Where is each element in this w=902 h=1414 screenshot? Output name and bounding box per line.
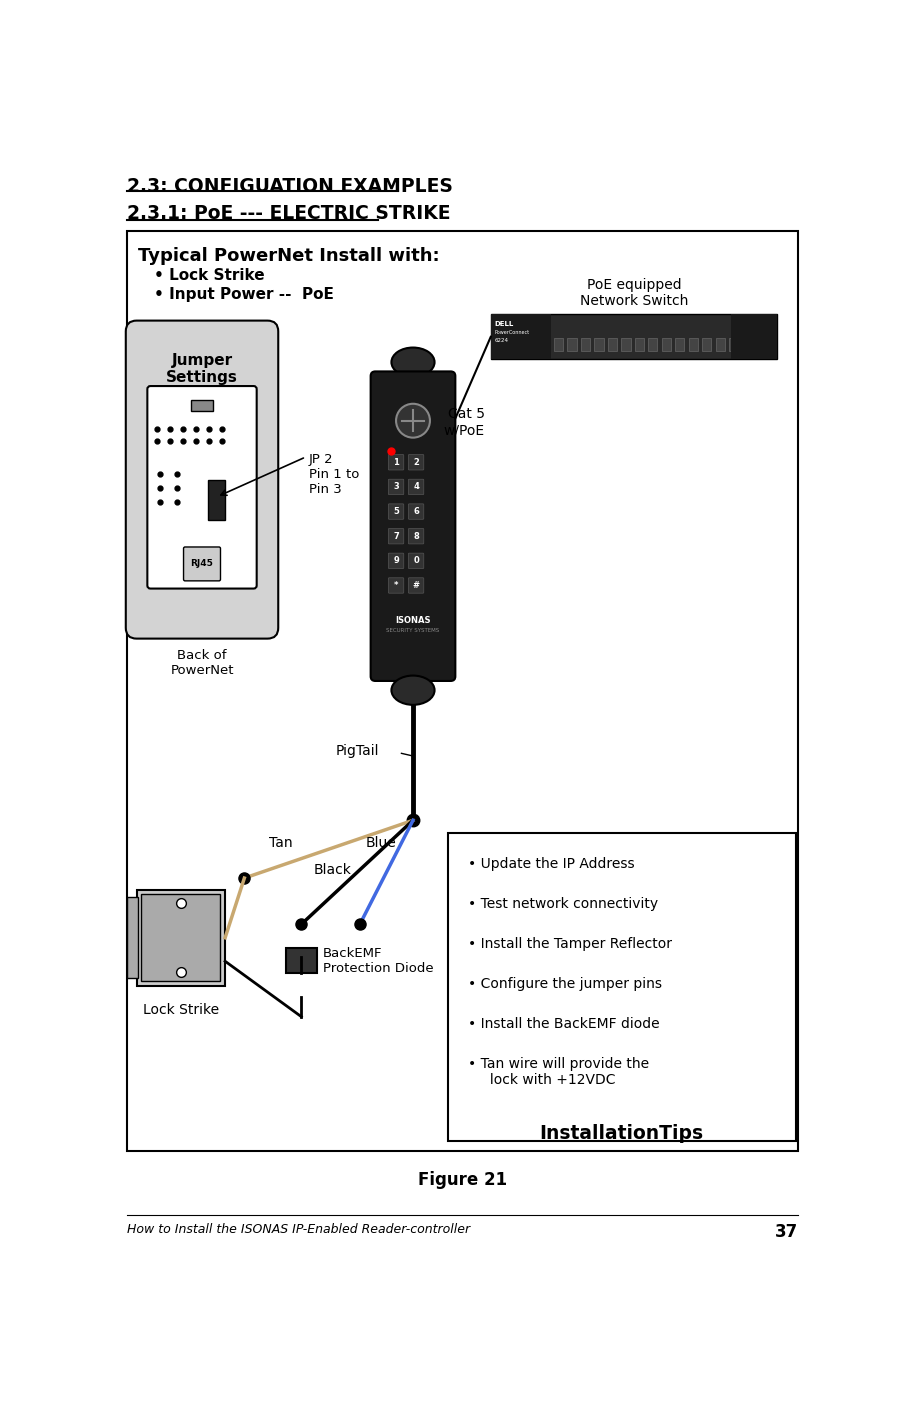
Text: PowerConnect: PowerConnect [494,329,529,335]
Bar [715,338,725,352]
FancyBboxPatch shape [389,529,404,544]
Text: • Update the IP Address: • Update the IP Address [467,857,634,871]
Text: 37: 37 [775,1223,798,1241]
FancyBboxPatch shape [147,386,257,588]
Bar [731,314,778,359]
FancyBboxPatch shape [183,547,220,581]
FancyBboxPatch shape [409,578,424,594]
Text: 0: 0 [413,556,419,566]
FancyBboxPatch shape [409,479,424,495]
Text: 8: 8 [413,532,419,540]
Ellipse shape [391,676,435,704]
Text: 2: 2 [413,458,419,467]
Text: • Tan wire will provide the
     lock with +12VDC: • Tan wire will provide the lock with +1… [467,1056,649,1087]
Text: • Install the Tamper Reflector: • Install the Tamper Reflector [467,936,672,950]
Ellipse shape [391,348,435,376]
Text: Back of
PowerNet: Back of PowerNet [170,649,234,677]
Bar [136,889,226,986]
FancyBboxPatch shape [389,553,404,568]
Circle shape [396,404,430,438]
FancyBboxPatch shape [389,479,404,495]
Bar [142,894,220,981]
Text: • Input Power --  PoE: • Input Power -- PoE [153,287,334,303]
FancyBboxPatch shape [409,454,424,469]
Text: BackEMF
Protection Diode: BackEMF Protection Diode [323,947,434,976]
Bar [594,338,603,352]
FancyBboxPatch shape [371,372,456,682]
Text: PoE equipped
Network Switch: PoE equipped Network Switch [580,279,688,308]
Bar [491,314,778,359]
Text: • Lock Strike: • Lock Strike [153,269,264,283]
Bar [676,338,685,352]
Text: RJ45: RJ45 [190,560,214,568]
FancyBboxPatch shape [409,529,424,544]
FancyBboxPatch shape [389,454,404,469]
FancyBboxPatch shape [389,578,404,594]
Text: 2.3.1: PoE --- ELECTRIC STRIKE: 2.3.1: PoE --- ELECTRIC STRIKE [126,205,450,223]
FancyBboxPatch shape [409,553,424,568]
Bar [729,338,739,352]
Bar [649,338,658,352]
Text: JP 2
Pin 1 to
Pin 3: JP 2 Pin 1 to Pin 3 [309,452,359,496]
Bar [635,338,644,352]
Bar [662,338,671,352]
Bar [447,833,796,1141]
Text: 7: 7 [393,532,399,540]
Text: SECURITY SYSTEMS: SECURITY SYSTEMS [386,628,439,632]
Text: Tan: Tan [269,836,292,850]
Text: #: # [412,581,419,590]
Bar [621,338,630,352]
Text: • Configure the jumper pins: • Configure the jumper pins [467,977,662,991]
Text: Lock Strike: Lock Strike [143,1003,219,1017]
Text: *: * [394,581,399,590]
Text: How to Install the ISONAS IP-Enabled Reader-controller: How to Install the ISONAS IP-Enabled Rea… [126,1223,470,1236]
Bar [688,338,698,352]
Text: Blue: Blue [365,836,396,850]
Text: 4: 4 [413,482,419,492]
Text: • Test network connectivity: • Test network connectivity [467,896,658,911]
Text: Jumper
Settings: Jumper Settings [166,354,238,386]
Bar [208,479,226,520]
Bar [567,338,576,352]
Bar [608,338,617,352]
FancyBboxPatch shape [125,321,278,639]
Text: 3: 3 [393,482,399,492]
Text: 2.3: CONFIGUATION EXAMPLES: 2.3: CONFIGUATION EXAMPLES [126,177,453,197]
Text: 6224: 6224 [494,338,509,344]
Bar [756,338,765,352]
Text: PigTail: PigTail [336,744,380,758]
Text: DELL: DELL [494,321,514,327]
Text: • Install the BackEMF diode: • Install the BackEMF diode [467,1017,659,1031]
Bar [127,898,138,978]
Text: 6: 6 [413,508,419,516]
FancyBboxPatch shape [409,503,424,519]
Text: 9: 9 [393,556,399,566]
Bar [702,338,712,352]
Bar [191,400,213,410]
Text: Figure 21: Figure 21 [418,1171,507,1189]
Text: InstallationTips: InstallationTips [539,1124,704,1144]
Bar [554,338,563,352]
Bar [491,314,551,359]
Bar [286,949,317,973]
Bar [742,338,751,352]
Text: 5: 5 [393,508,399,516]
Bar [581,338,590,352]
Text: Black: Black [314,863,352,877]
FancyBboxPatch shape [389,503,404,519]
Text: Cat 5
w/PoE: Cat 5 w/PoE [444,407,484,437]
Text: ISONAS: ISONAS [395,617,431,625]
Bar [126,232,798,1151]
Text: 1: 1 [393,458,399,467]
Text: Typical PowerNet Install with:: Typical PowerNet Install with: [138,246,440,264]
